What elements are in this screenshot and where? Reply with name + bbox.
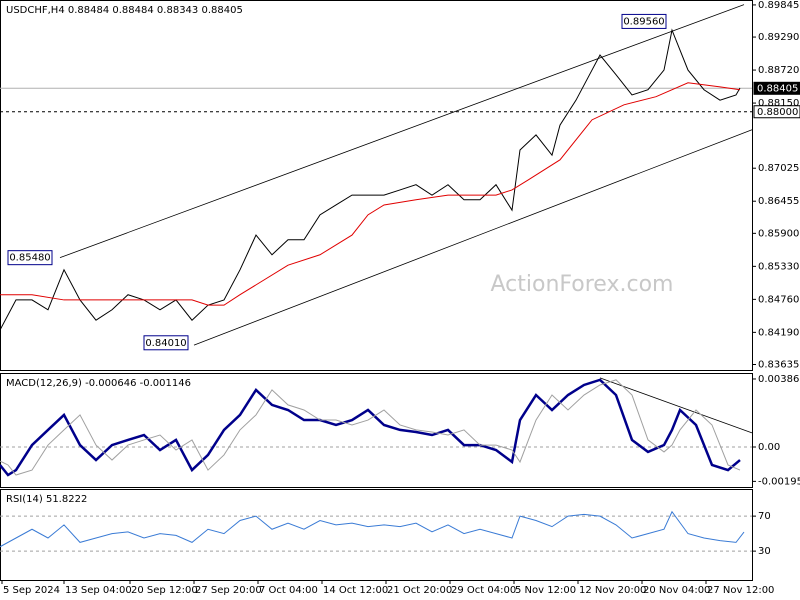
watermark: ActionForex.com	[491, 272, 674, 297]
level-label: 0.88405	[757, 83, 798, 94]
series-line	[0, 28, 741, 331]
annotation-label: 0.85480	[9, 253, 50, 264]
y-tick-label: 0.00	[758, 442, 780, 453]
x-tick-label: 27 Sep 20:00	[195, 585, 262, 596]
trend-line	[59, 4, 745, 259]
annotation-label: 0.84010	[145, 338, 186, 349]
level-label-box	[753, 81, 800, 95]
x-tick-label: 20 Nov 04:00	[643, 585, 710, 596]
y-tick-label: 0.003861	[758, 374, 800, 385]
y-tick-label: 0.88720	[758, 65, 799, 76]
trend-line	[193, 129, 753, 346]
x-tick-label: 5 Nov 12:00	[515, 585, 576, 596]
level-label-box	[753, 105, 800, 119]
y-tick-label: 0.84760	[758, 294, 799, 305]
y-tick-label: 0.85900	[758, 228, 799, 239]
x-tick-label: 7 Oct 04:00	[259, 585, 318, 596]
y-tick-label: 0.86455	[758, 196, 799, 207]
x-tick-label: 13 Sep 04:00	[65, 585, 132, 596]
panel-frame	[0, 489, 753, 581]
trend-line	[599, 377, 753, 434]
y-tick-label: 0.83635	[758, 359, 799, 370]
x-tick-label: 5 Sep 2024	[3, 585, 60, 596]
x-tick-label: 14 Oct 12:00	[323, 585, 388, 596]
series-line	[0, 82, 741, 306]
y-tick-label: 70	[758, 511, 771, 522]
x-tick-label: 27 Nov 12:00	[707, 585, 774, 596]
series-line	[0, 378, 741, 477]
y-tick-label: 30	[758, 546, 771, 557]
y-tick-label: 0.84190	[758, 327, 799, 338]
x-tick-label: 12 Nov 20:00	[579, 585, 646, 596]
panel-frame	[0, 373, 753, 488]
series-line	[0, 379, 741, 476]
y-tick-label: -0.00195	[758, 476, 800, 487]
panel-title: RSI(14) 51.8222	[6, 494, 87, 505]
x-tick-label: 20 Sep 12:00	[131, 585, 198, 596]
annotation-box	[621, 13, 667, 29]
annotation-box	[7, 250, 53, 266]
x-tick-label: 29 Oct 04:00	[451, 585, 516, 596]
annotation-box	[143, 335, 189, 351]
panel-frame	[0, 0, 753, 371]
y-tick-label: 0.87025	[758, 163, 799, 174]
series-line	[0, 510, 745, 548]
y-tick-label: 0.89845	[758, 0, 799, 11]
panel-title: MACD(12,26,9) -0.000646 -0.001146	[6, 378, 191, 389]
level-label: 0.88000	[757, 107, 798, 118]
annotation-label: 0.89560	[623, 16, 664, 27]
y-tick-label: 0.88150	[758, 98, 799, 109]
x-tick-label: 21 Oct 20:00	[387, 585, 452, 596]
panel-title: USDCHF,H4 0.88484 0.88484 0.88343 0.8840…	[6, 5, 243, 16]
y-tick-label: 0.89290	[758, 32, 799, 43]
y-tick-label: 0.85330	[758, 261, 799, 272]
